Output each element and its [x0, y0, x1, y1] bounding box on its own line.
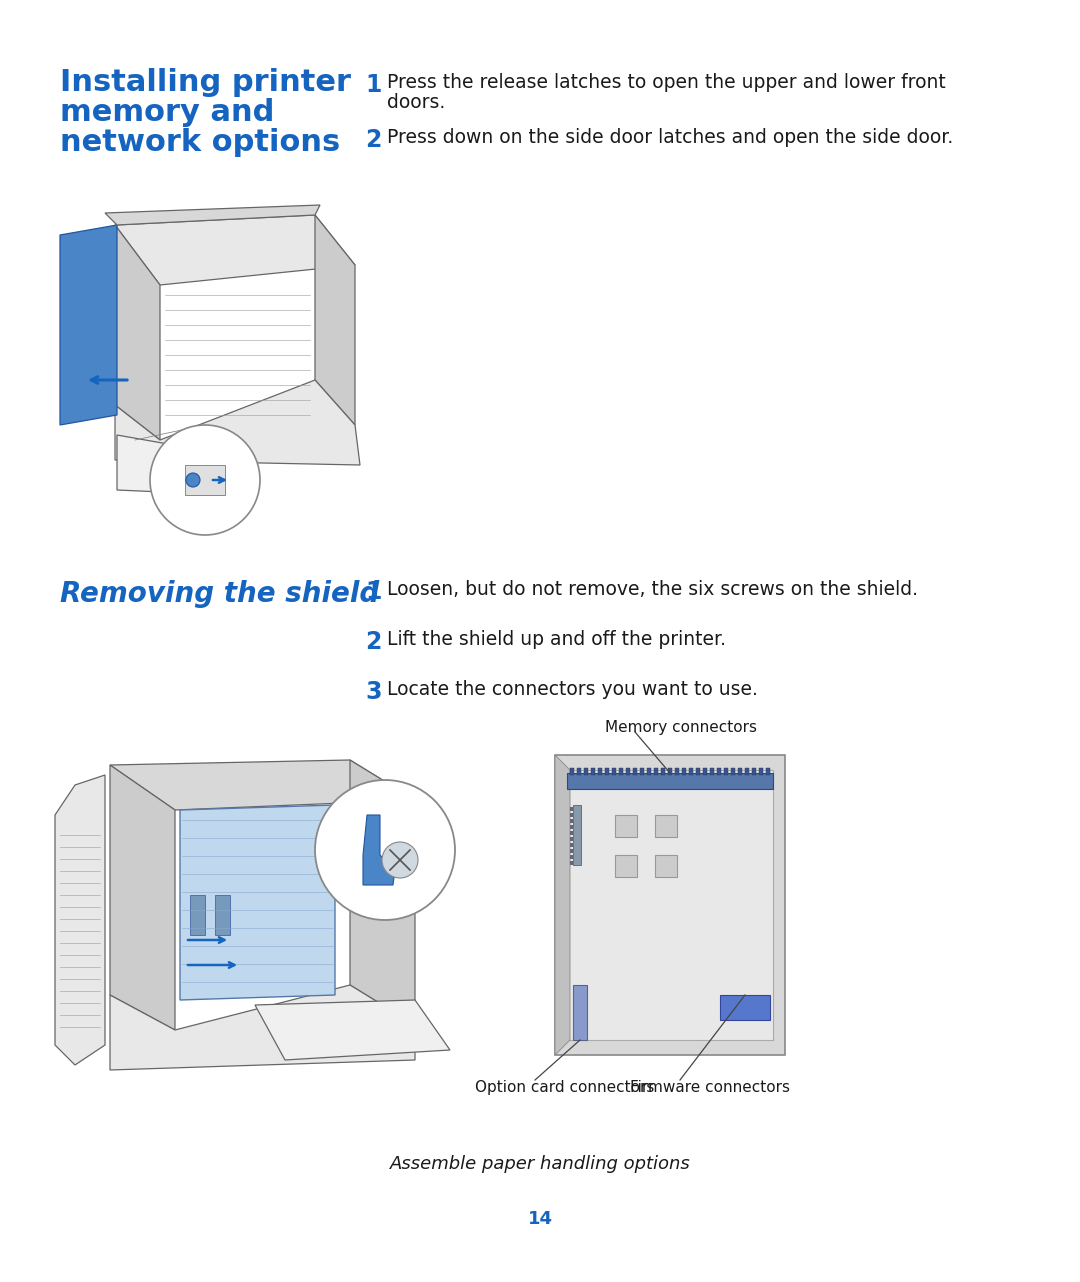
FancyBboxPatch shape — [570, 806, 573, 812]
Text: 14: 14 — [527, 1210, 553, 1228]
FancyBboxPatch shape — [570, 849, 573, 853]
Text: network options: network options — [60, 128, 340, 156]
FancyBboxPatch shape — [577, 768, 581, 776]
FancyBboxPatch shape — [731, 768, 735, 776]
FancyBboxPatch shape — [654, 815, 677, 837]
Polygon shape — [60, 226, 117, 426]
FancyBboxPatch shape — [633, 768, 637, 776]
FancyBboxPatch shape — [626, 768, 630, 776]
FancyBboxPatch shape — [570, 862, 573, 865]
Polygon shape — [255, 1000, 450, 1060]
FancyBboxPatch shape — [689, 768, 693, 776]
FancyBboxPatch shape — [710, 768, 714, 776]
FancyBboxPatch shape — [605, 768, 609, 776]
FancyBboxPatch shape — [615, 815, 637, 837]
Text: Lift the shield up and off the printer.: Lift the shield up and off the printer. — [387, 629, 726, 649]
FancyBboxPatch shape — [598, 768, 602, 776]
FancyBboxPatch shape — [555, 755, 785, 1055]
Text: Loosen, but do not remove, the six screws on the shield.: Loosen, but do not remove, the six screw… — [387, 579, 918, 599]
FancyBboxPatch shape — [573, 805, 581, 865]
Text: Option card connectors: Option card connectors — [475, 1079, 654, 1095]
Circle shape — [150, 426, 260, 535]
Text: 2: 2 — [365, 629, 381, 654]
FancyBboxPatch shape — [640, 768, 644, 776]
Text: Press the release latches to open the upper and lower front: Press the release latches to open the up… — [387, 73, 946, 92]
FancyBboxPatch shape — [654, 855, 677, 877]
FancyBboxPatch shape — [570, 831, 573, 835]
FancyBboxPatch shape — [567, 773, 773, 788]
FancyBboxPatch shape — [584, 768, 588, 776]
FancyBboxPatch shape — [190, 895, 205, 935]
FancyBboxPatch shape — [573, 985, 588, 1040]
FancyBboxPatch shape — [570, 855, 573, 859]
Circle shape — [315, 779, 455, 920]
FancyBboxPatch shape — [724, 768, 728, 776]
FancyBboxPatch shape — [570, 813, 573, 817]
Polygon shape — [114, 226, 160, 440]
Text: Firmware connectors: Firmware connectors — [630, 1079, 789, 1095]
FancyBboxPatch shape — [615, 855, 637, 877]
FancyBboxPatch shape — [681, 768, 686, 776]
Circle shape — [186, 473, 200, 487]
FancyBboxPatch shape — [675, 768, 679, 776]
Text: Memory connectors: Memory connectors — [605, 720, 757, 735]
FancyBboxPatch shape — [567, 770, 773, 1040]
Polygon shape — [105, 205, 320, 226]
FancyBboxPatch shape — [570, 826, 573, 829]
Text: doors.: doors. — [387, 94, 445, 112]
Text: Installing printer: Installing printer — [60, 68, 351, 97]
Text: Assemble paper handling options: Assemble paper handling options — [390, 1155, 690, 1173]
FancyBboxPatch shape — [752, 768, 756, 776]
Polygon shape — [55, 776, 105, 1065]
FancyBboxPatch shape — [696, 768, 700, 776]
Polygon shape — [117, 435, 230, 495]
Circle shape — [382, 842, 418, 878]
FancyBboxPatch shape — [591, 768, 595, 776]
Text: memory and: memory and — [60, 97, 274, 127]
Text: 2: 2 — [365, 128, 381, 153]
Text: Locate the connectors you want to use.: Locate the connectors you want to use. — [387, 679, 758, 699]
FancyBboxPatch shape — [570, 819, 573, 823]
Polygon shape — [114, 215, 355, 285]
Text: 3: 3 — [365, 679, 381, 704]
FancyBboxPatch shape — [669, 768, 672, 776]
Polygon shape — [350, 760, 415, 1026]
FancyBboxPatch shape — [654, 768, 658, 776]
FancyBboxPatch shape — [766, 768, 770, 776]
FancyBboxPatch shape — [215, 895, 230, 935]
Text: 1: 1 — [365, 579, 381, 604]
FancyBboxPatch shape — [570, 768, 573, 776]
Polygon shape — [363, 815, 395, 885]
FancyBboxPatch shape — [570, 837, 573, 841]
FancyBboxPatch shape — [647, 768, 651, 776]
Polygon shape — [555, 755, 570, 1055]
Polygon shape — [180, 805, 335, 1000]
Polygon shape — [114, 379, 360, 465]
Text: Removing the shield: Removing the shield — [60, 579, 379, 608]
Text: 1: 1 — [365, 73, 381, 97]
FancyBboxPatch shape — [720, 995, 770, 1020]
FancyBboxPatch shape — [738, 768, 742, 776]
FancyBboxPatch shape — [745, 768, 750, 776]
FancyBboxPatch shape — [570, 844, 573, 847]
Polygon shape — [110, 765, 175, 1029]
FancyBboxPatch shape — [619, 768, 623, 776]
FancyBboxPatch shape — [717, 768, 721, 776]
Polygon shape — [110, 985, 415, 1070]
Polygon shape — [315, 215, 355, 426]
FancyBboxPatch shape — [612, 768, 616, 776]
FancyBboxPatch shape — [703, 768, 707, 776]
FancyBboxPatch shape — [661, 768, 665, 776]
FancyBboxPatch shape — [759, 768, 762, 776]
Text: Press down on the side door latches and open the side door.: Press down on the side door latches and … — [387, 128, 954, 147]
Polygon shape — [110, 760, 415, 810]
Polygon shape — [185, 465, 225, 495]
